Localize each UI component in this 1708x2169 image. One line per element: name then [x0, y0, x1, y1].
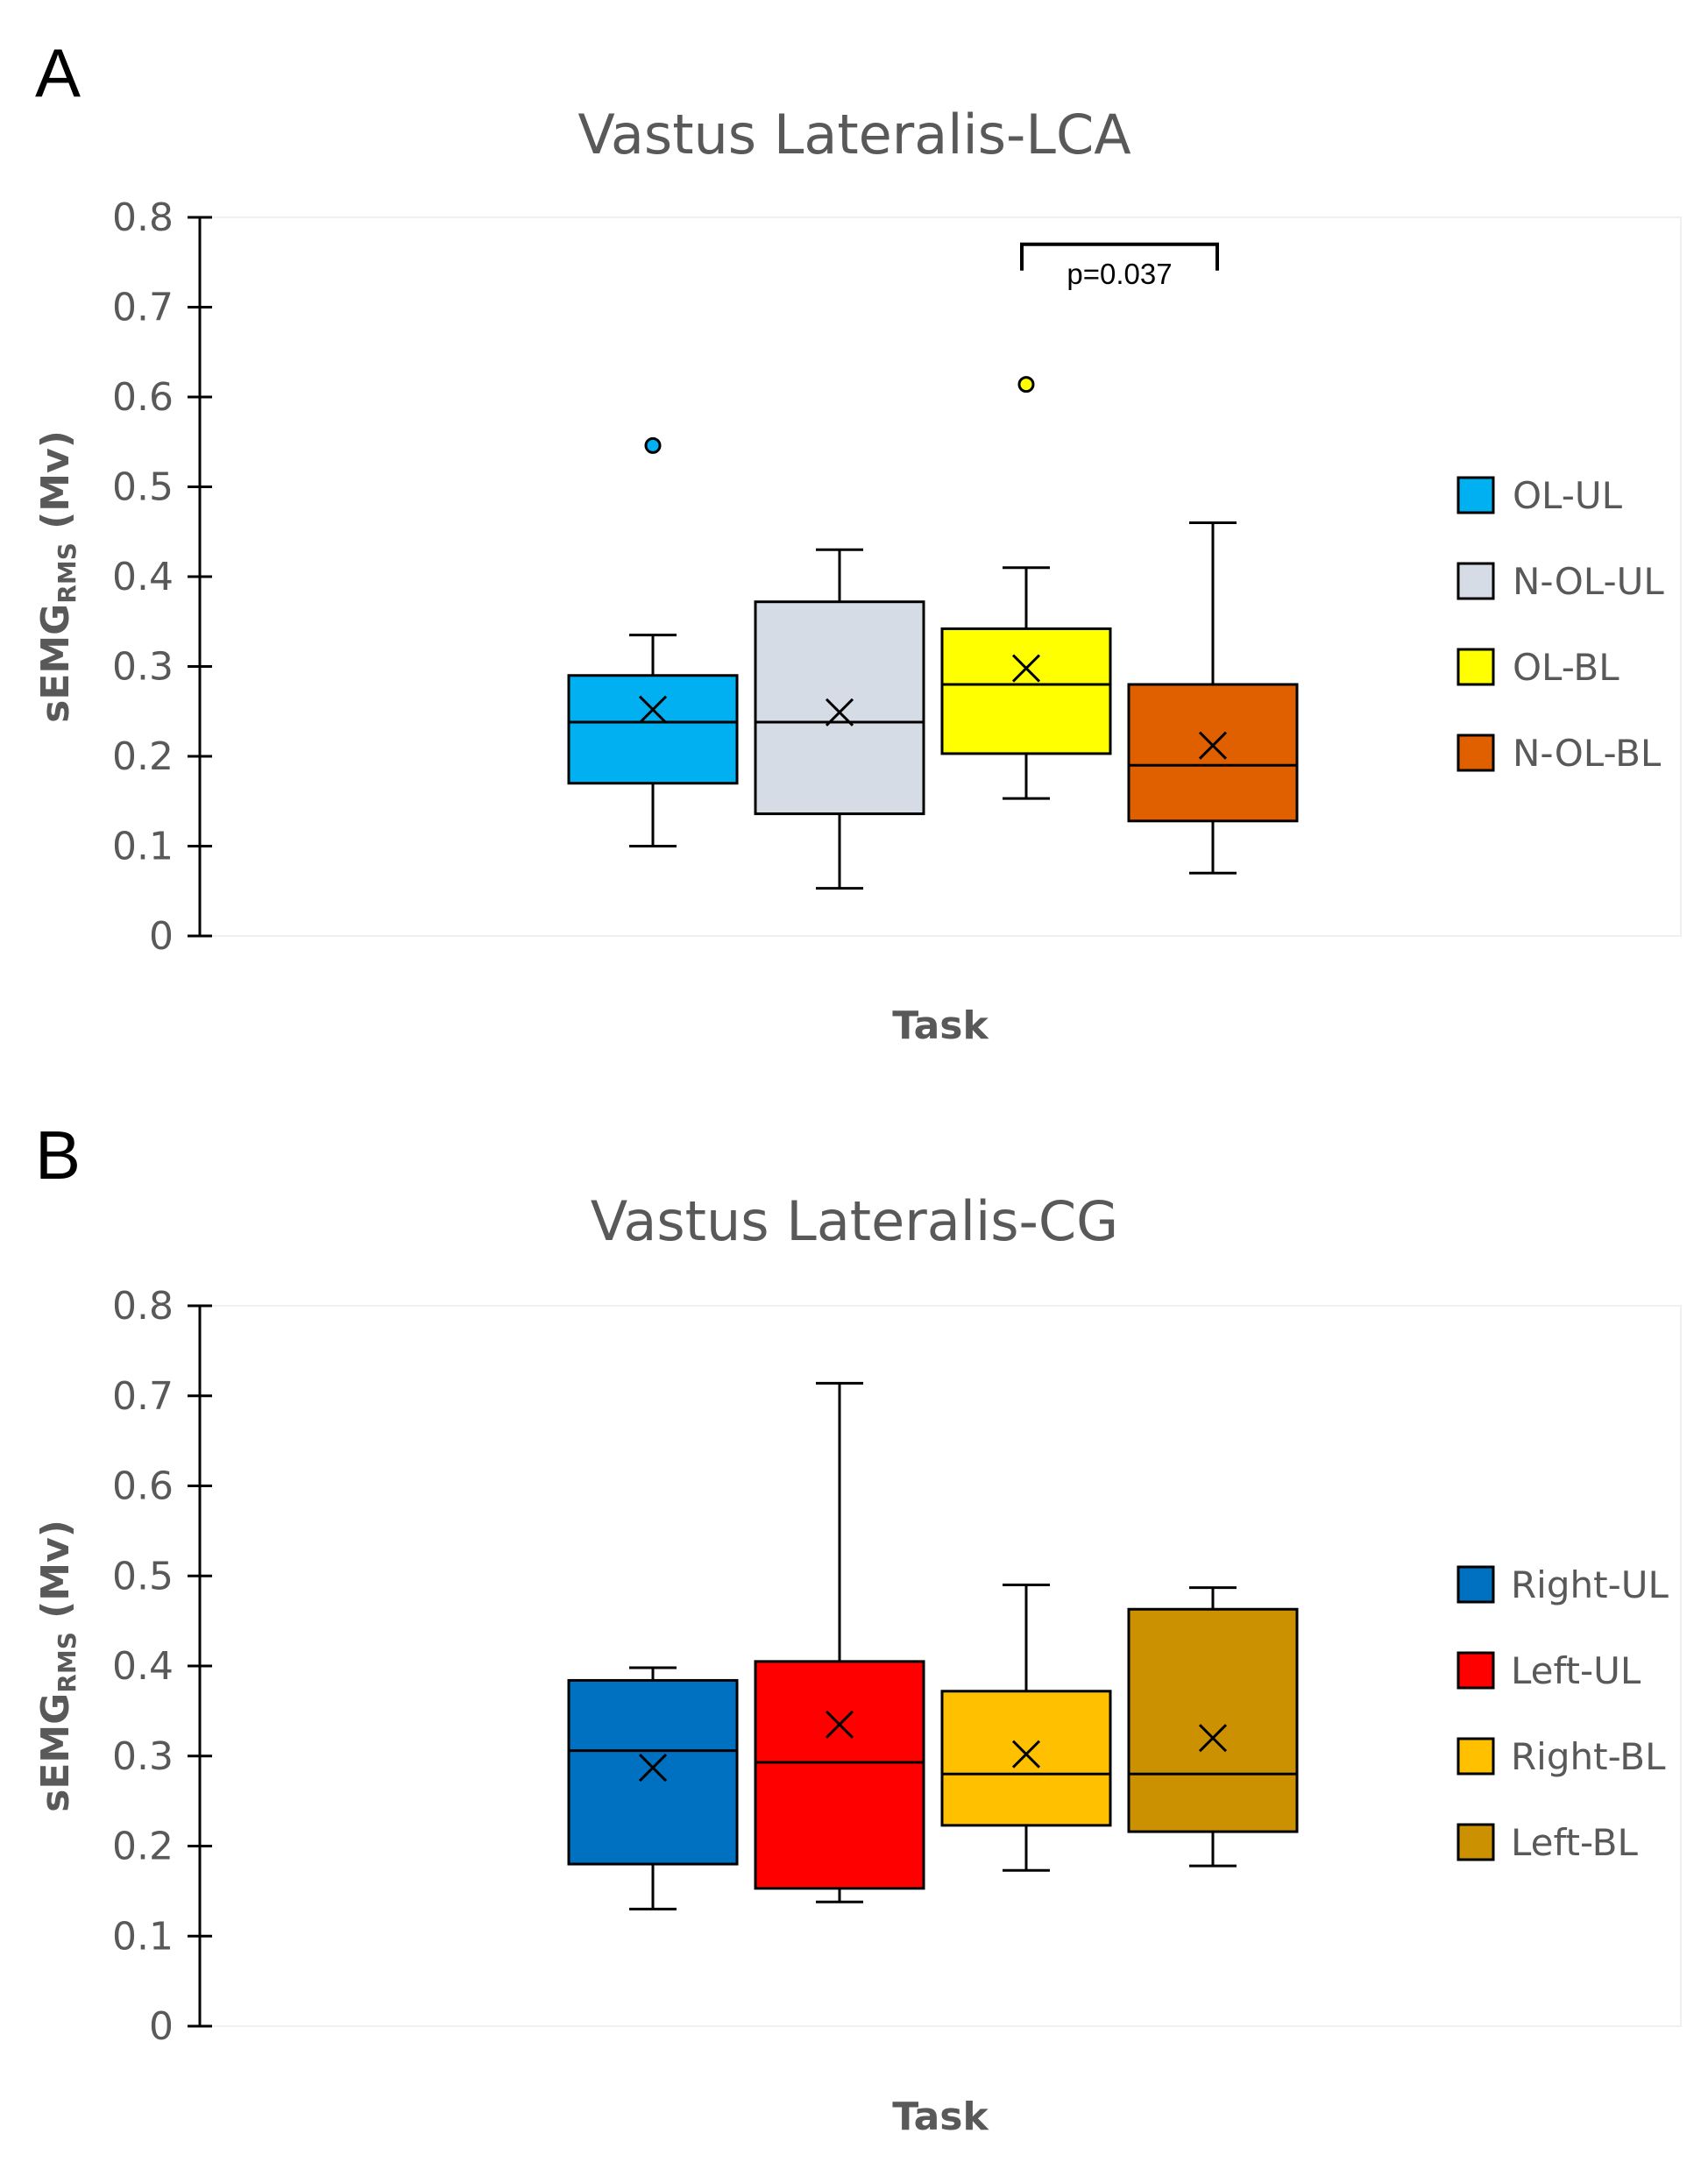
y-tick-label: 0.7	[112, 1374, 174, 1419]
mean-marker	[1011, 654, 1041, 683]
y-tick-label: 0.3	[112, 645, 174, 690]
legend-swatch	[1456, 1737, 1495, 1776]
legend-label: Left-BL	[1511, 1821, 1638, 1864]
mean-marker	[1198, 1724, 1228, 1753]
y-axis-title: sEMGRMS (Mv)	[33, 430, 82, 723]
y-tick-label: 0.6	[112, 375, 174, 420]
box-series-1	[754, 548, 925, 890]
y-tick-label: 0.1	[112, 1914, 174, 1959]
y-tick-label: 0.6	[112, 1464, 174, 1509]
chart-panel-a: A Vastus Lateralis-LCA 0 0.1 0.2 0.3 0.4 0.5 0.6…	[33, 34, 1682, 1048]
y-tick-label: 0.3	[112, 1734, 174, 1779]
significance-bracket	[1020, 242, 1219, 271]
y-tick-label: 0.1	[112, 825, 174, 869]
legend-label: OL-UL	[1513, 474, 1623, 517]
box-series-2	[940, 1584, 1112, 1872]
chart-panel-b: B Vastus Lateralis-CG 0 0.1 0.2 0.3 0.4 0.5 0.6 0…	[33, 1116, 1682, 2139]
outlier-point	[1017, 376, 1035, 393]
y-tick-label: 0.4	[112, 555, 174, 599]
mean-marker	[638, 695, 668, 724]
chart-title: Vastus Lateralis-CG	[591, 1189, 1118, 1253]
box-series-0	[567, 436, 739, 847]
legend-label: N-OL-BL	[1513, 732, 1662, 775]
legend-label: Right-UL	[1511, 1563, 1669, 1606]
chart-title: Vastus Lateralis-LCA	[578, 103, 1130, 167]
y-axis-title-main: sEMG	[33, 604, 78, 723]
y-axis-title-unit: (Mv)	[33, 1520, 78, 1632]
box-series-3	[1127, 1586, 1299, 1868]
legend-swatch	[1456, 648, 1495, 686]
y-tick-label: 0.8	[112, 1284, 174, 1329]
box-body	[567, 1678, 739, 1866]
mean-marker	[825, 698, 854, 727]
legend-swatch	[1456, 1651, 1495, 1690]
box-series-3	[1127, 521, 1299, 875]
y-axis-title-sub: RMS	[53, 542, 82, 604]
x-axis-title: Task	[892, 1003, 989, 1048]
box-series-2	[940, 376, 1112, 800]
legend-swatch	[1456, 562, 1495, 600]
legend-label: Right-BL	[1511, 1735, 1666, 1778]
legend-swatch	[1456, 1823, 1495, 1861]
box-series-0	[567, 1666, 739, 1910]
y-tick-label: 0.5	[112, 1554, 174, 1598]
y-tick-label: 0.5	[112, 465, 174, 510]
legend-label: Left-UL	[1511, 1649, 1641, 1692]
panel-letter: B	[35, 1116, 81, 1194]
mean-marker	[638, 1754, 668, 1783]
y-axis-title-unit: (Mv)	[33, 430, 78, 542]
legend-swatch	[1456, 476, 1495, 514]
y-tick-label: 0.4	[112, 1644, 174, 1689]
box-body	[754, 1660, 925, 1890]
mean-marker	[1198, 731, 1228, 760]
legend-swatch	[1456, 1565, 1495, 1604]
box-body	[567, 674, 739, 785]
box-series-1	[754, 1381, 925, 1903]
mean-marker	[825, 1710, 854, 1739]
box-body	[754, 600, 925, 816]
box-body	[940, 627, 1112, 755]
legend-label: OL-BL	[1513, 646, 1619, 689]
box-body	[1127, 1607, 1299, 1833]
x-axis-title: Task	[892, 2095, 989, 2139]
y-tick-label: 0.7	[112, 286, 174, 330]
y-tick-label: 0.8	[112, 195, 174, 240]
y-tick-label: 0.2	[112, 1825, 174, 1869]
panel-letter: A	[35, 34, 81, 111]
y-tick-label: 0.2	[112, 734, 174, 779]
y-axis-title-sub: RMS	[53, 1632, 82, 1693]
legend-swatch	[1456, 734, 1495, 772]
y-tick-label: 0	[149, 2004, 174, 2049]
y-axis-title-main: sEMG	[33, 1693, 78, 1812]
legend-label: N-OL-UL	[1513, 560, 1664, 603]
significance-label: p=0.037	[1067, 258, 1172, 290]
outlier-point	[644, 436, 662, 454]
mean-marker	[1011, 1740, 1041, 1769]
box-body	[940, 1690, 1112, 1827]
y-tick-label: 0	[149, 914, 174, 959]
box-body	[1127, 683, 1299, 823]
y-axis-title: sEMGRMS (Mv)	[33, 1520, 82, 1812]
